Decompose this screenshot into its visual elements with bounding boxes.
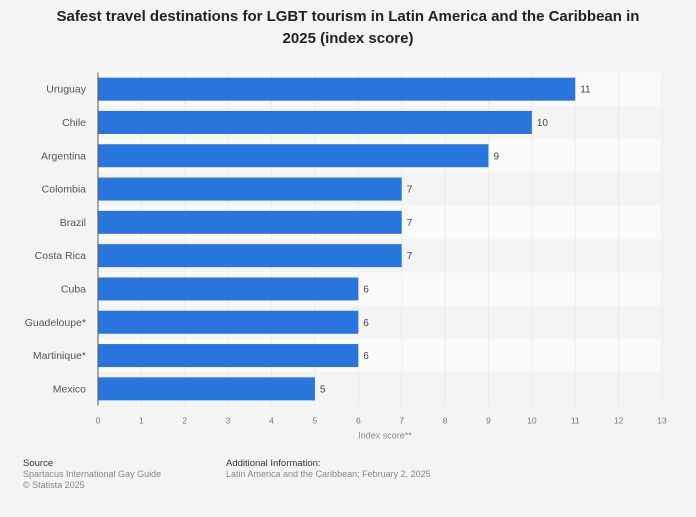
bar [98, 77, 576, 101]
x-tick-label: 4 [269, 416, 274, 426]
info-block: Additional Information: Latin America an… [226, 458, 431, 480]
data-label: 5 [320, 384, 326, 395]
info-text: Latin America and the Caribbean; Februar… [226, 469, 431, 479]
x-tick-label: 12 [614, 416, 624, 426]
y-tick-label: Uruguay [46, 84, 86, 96]
y-tick-label: Brazil [60, 217, 86, 229]
y-tick-label: Argentina [41, 150, 86, 162]
data-label: 9 [493, 151, 499, 162]
bar [98, 210, 402, 234]
y-tick-label: Cuba [61, 283, 86, 295]
x-tick-label: 8 [443, 416, 448, 426]
data-label: 7 [407, 185, 413, 196]
info-label: Additional Information: [226, 458, 321, 469]
source-block: Source Spartacus International Gay Guide… [23, 458, 161, 491]
x-tick-label: 0 [96, 416, 101, 426]
data-label: 6 [363, 284, 369, 295]
x-tick-label: 3 [226, 416, 231, 426]
data-label: 7 [407, 218, 413, 229]
data-label: 10 [537, 118, 549, 129]
bar [98, 144, 489, 168]
chart-title: Safest travel destinations for LGBT tour… [56, 8, 640, 47]
y-tick-label: Guadeloupe* [25, 317, 86, 329]
bar [98, 244, 402, 268]
source-text[interactable]: Spartacus International Gay Guide [23, 469, 162, 479]
copyright: © Statista 2025 [23, 480, 85, 490]
x-tick-label: 10 [527, 416, 537, 426]
data-label: 6 [363, 351, 369, 362]
y-tick-label: Chile [62, 117, 86, 129]
data-label: 11 [580, 85, 591, 96]
y-tick-label: Martinique* [33, 350, 86, 362]
bar [98, 310, 359, 334]
x-axis-title: Index score** [358, 431, 412, 441]
bar [98, 110, 532, 134]
x-tick-label: 2 [182, 416, 187, 426]
bar [98, 177, 402, 201]
x-tick-label: 9 [486, 416, 491, 426]
x-tick-label: 11 [571, 416, 580, 426]
y-tick-label: Mexico [53, 383, 86, 395]
data-label: 7 [407, 251, 413, 262]
y-tick-label: Costa Rica [35, 250, 87, 262]
bar [98, 277, 359, 301]
bar [98, 344, 359, 368]
bar [98, 377, 315, 401]
x-tick-label: 13 [657, 416, 667, 426]
source-label: Source [23, 458, 54, 469]
x-tick-label: 7 [399, 416, 404, 426]
y-tick-label: Colombia [42, 184, 87, 196]
x-tick-label: 6 [356, 416, 361, 426]
data-label: 6 [363, 318, 369, 329]
x-tick-label: 5 [313, 416, 318, 426]
x-tick-label: 1 [139, 416, 144, 426]
